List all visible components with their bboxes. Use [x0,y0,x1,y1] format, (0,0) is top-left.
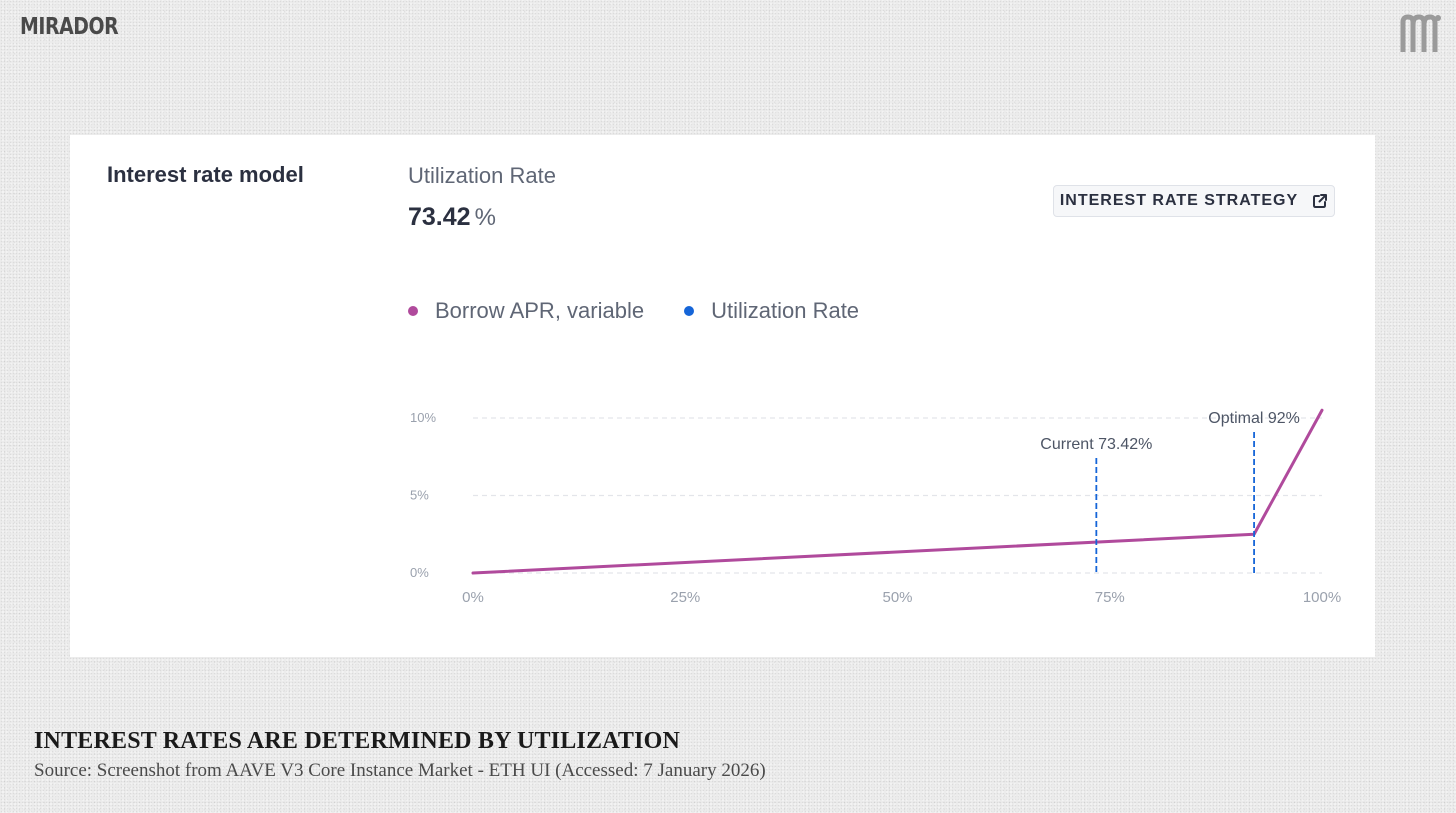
utilization-value: 73.42 [408,203,471,231]
strategy-button-label: INTEREST RATE STRATEGY [1059,192,1299,209]
x-tick-label: 50% [882,589,912,606]
x-tick-label: 75% [1095,589,1125,606]
optimal-marker-label: Optimal 92% [1208,410,1300,427]
y-tick-label: 0% [410,565,429,580]
borrow-apr-line [471,408,1324,575]
legend-item-utilization[interactable]: Utilization Rate [684,298,859,324]
utilization-label: Utilization Rate [408,163,556,188]
utilization-value-row: 73.42% [408,203,496,232]
current-marker-label: Current 73.42% [1040,436,1152,453]
utilization-unit: % [474,204,496,231]
mirador-m-icon [1400,14,1441,52]
x-tick-label: 0% [462,589,484,606]
legend-dot-borrow-apr [408,306,418,316]
legend-label-utilization: Utilization Rate [711,298,860,323]
brand-logo: MIRADOR [20,14,119,40]
x-tick-label: 100% [1303,589,1341,606]
external-link-icon [1313,194,1328,208]
chart-legend: Borrow APR, variable Utilization Rate [408,298,899,324]
y-tick-label: 10% [410,410,436,425]
caption-source: Source: Screenshot from AAVE V3 Core Ins… [34,760,766,781]
legend-dot-utilization [684,306,695,316]
card-title: Interest rate model [107,162,304,187]
legend-label-borrow-apr: Borrow APR, variable [435,298,645,323]
legend-item-borrow-apr[interactable]: Borrow APR, variable [408,298,644,324]
y-tick-label: 5% [410,488,429,503]
interest-rate-card: Interest rate model Utilization Rate 73.… [70,135,1375,657]
x-tick-label: 25% [670,589,700,606]
interest-rate-strategy-button[interactable]: INTEREST RATE STRATEGY [1053,185,1335,217]
caption-title: INTEREST RATES ARE DETERMINED BY UTILIZA… [34,728,681,754]
interest-rate-chart: 0% 5% 10% 0% 25% 50% 75% 100% Current 73.42% Opti… [410,408,1341,606]
